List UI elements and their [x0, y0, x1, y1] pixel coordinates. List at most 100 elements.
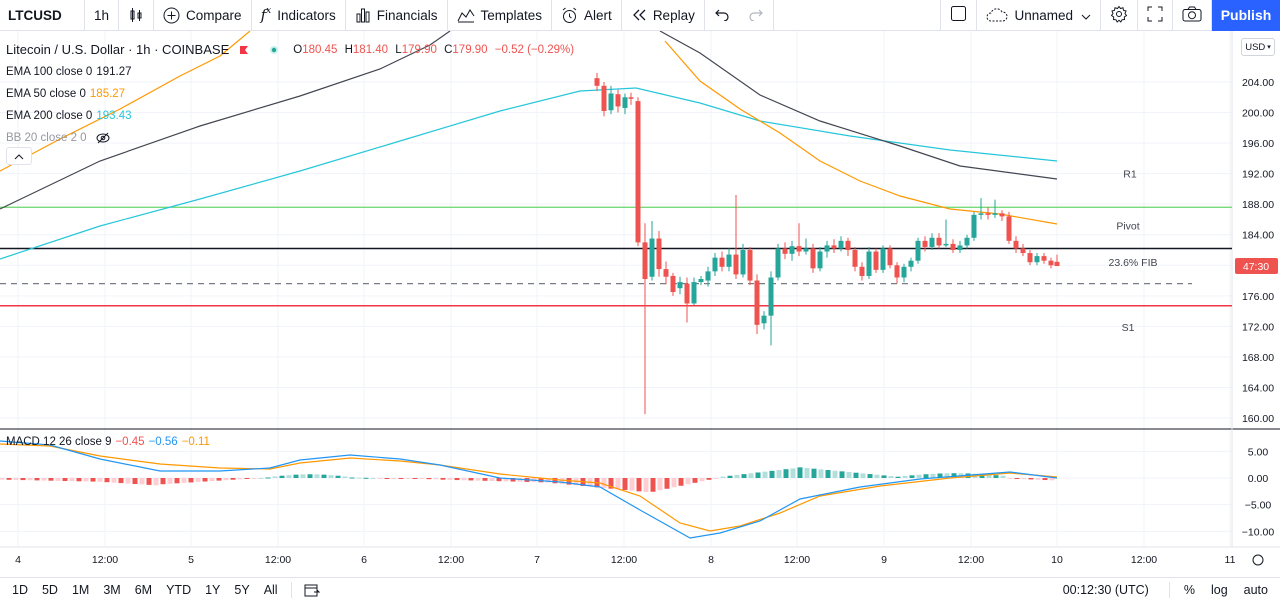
candle-body: [663, 269, 669, 277]
macd-histogram-bar: [608, 478, 614, 489]
chart-area[interactable]: 204.00 200.00 196.00 192.00 188.00 184.00 180.…: [0, 31, 1280, 573]
eye-off-icon[interactable]: [96, 132, 110, 144]
candle-body: [656, 238, 662, 270]
low-key: L: [395, 44, 402, 56]
macd-histogram-bar: [398, 478, 404, 479]
range-button-all[interactable]: All: [263, 582, 278, 597]
candle-body: [775, 248, 781, 278]
chart-canvas[interactable]: 204.00 200.00 196.00 192.00 188.00 184.00 180.…: [0, 31, 1280, 573]
range-button-3m[interactable]: 3M: [103, 582, 121, 597]
symbol-search-button[interactable]: LTCUSD: [0, 0, 85, 31]
macd-histogram-bar: [195, 478, 201, 482]
range-button-ytd[interactable]: YTD: [166, 582, 192, 597]
macd-histogram-bar: [48, 478, 54, 481]
macd-legend: MACD 12 26 close 9 −0.45 −0.56 −0.11: [6, 436, 210, 448]
date-range-icon[interactable]: [298, 583, 326, 597]
time-axis-settings-icon[interactable]: [1252, 554, 1264, 566]
ema100-value: 191.27: [96, 66, 132, 78]
range-button-6m[interactable]: 6M: [134, 582, 153, 597]
range-button-1m[interactable]: 1M: [71, 582, 90, 597]
macd-histogram-bar: [412, 478, 418, 479]
bottom-toolbar: 1D 5D 1M 3M 6M YTD 1Y 5Y All 00:12:30 (UTC) % lo…: [0, 577, 1280, 601]
candle-body: [754, 280, 760, 325]
macd-tick-label: 0.00: [1248, 473, 1269, 485]
rewind-icon: [631, 8, 647, 22]
macd-histogram-bar: [832, 470, 838, 478]
currency-select[interactable]: USD ▾: [1241, 38, 1275, 56]
macd-histogram-bar: [496, 478, 502, 482]
snapshot-button[interactable]: [1173, 0, 1212, 31]
candle-body: [594, 78, 600, 86]
financials-button[interactable]: Financials: [346, 0, 448, 31]
macd-histogram-bar: [335, 475, 341, 478]
templates-label: Templates: [480, 7, 543, 23]
macd-histogram-bar: [650, 478, 656, 492]
percent-scale-toggle[interactable]: %: [1183, 582, 1195, 597]
candle-body: [950, 243, 956, 250]
redo-button[interactable]: [739, 0, 774, 31]
alert-button[interactable]: Alert: [552, 0, 622, 31]
range-button-1y[interactable]: 1Y: [205, 582, 221, 597]
macd-histogram-bar: [300, 474, 306, 478]
templates-button[interactable]: Templates: [448, 0, 553, 31]
macd-histogram-bar: [237, 478, 243, 480]
price-tick-label: 192.00: [1242, 169, 1274, 181]
macd-histogram-bar: [342, 476, 348, 478]
candle-body: [684, 283, 690, 304]
time-tick-label: 7: [534, 554, 540, 566]
interval-button[interactable]: 1h: [85, 0, 120, 31]
macd-histogram-bar: [1049, 478, 1055, 481]
range-button-1d[interactable]: 1D: [12, 582, 28, 597]
candle-body: [845, 240, 851, 250]
undo-button[interactable]: [705, 0, 739, 31]
price-countdown-label: 47:30: [1243, 261, 1269, 273]
macd-tick-label: −5.00: [1245, 500, 1272, 512]
macd-label: MACD 12 26 close 9: [6, 436, 112, 448]
macd-signal-line: [0, 443, 1058, 532]
fullscreen-layout-button[interactable]: [940, 0, 978, 31]
macd-histogram-bar: [293, 474, 299, 478]
utc-clock[interactable]: 00:12:30 (UTC): [1062, 582, 1149, 597]
indicator-ema50[interactable]: EMA 50 close 0 185.27: [6, 83, 578, 105]
camera-icon: [1182, 6, 1202, 25]
price-tick-label: 176.00: [1242, 291, 1274, 303]
indicator-bb[interactable]: BB 20 close 2 0: [6, 127, 578, 149]
chart-type-button[interactable]: [119, 0, 155, 31]
fullscreen-button[interactable]: [1138, 0, 1173, 31]
macd-histogram-bar: [265, 477, 271, 479]
range-button-5y[interactable]: 5Y: [234, 582, 250, 597]
macd-histogram-bar: [692, 478, 698, 483]
collapse-legend-button[interactable]: [6, 147, 32, 165]
chart-legend: Litecoin / U.S. Dollar · 1h · COINBASE O…: [6, 39, 578, 149]
macd-histogram-bar: [139, 478, 145, 485]
auto-scale-toggle[interactable]: auto: [1243, 582, 1268, 597]
macd-histogram-bar: [13, 478, 19, 480]
settings-button[interactable]: [1101, 0, 1138, 31]
time-tick-label: 4: [15, 554, 21, 566]
compare-button[interactable]: Compare: [154, 0, 252, 31]
ema200-line: [0, 87, 1058, 260]
macd-histogram-bar: [202, 478, 208, 482]
macd-histogram-bar: [643, 478, 649, 493]
replay-button[interactable]: Replay: [622, 0, 705, 31]
candle-body: [992, 213, 998, 215]
log-scale-toggle[interactable]: log: [1210, 582, 1228, 597]
layout-name-label: Unnamed: [1014, 7, 1073, 23]
range-button-5d[interactable]: 5D: [41, 582, 58, 597]
macd-histogram-bar: [104, 478, 110, 483]
layout-name-button[interactable]: Unnamed: [977, 0, 1101, 31]
macd-histogram-bar: [153, 478, 159, 486]
indicator-ema200[interactable]: EMA 200 close 0 193.43: [6, 105, 578, 127]
macd-histogram-bar: [622, 478, 628, 490]
undo-icon: [714, 7, 730, 24]
macd-histogram-bar: [545, 478, 551, 483]
publish-button[interactable]: Publish: [1212, 0, 1280, 31]
macd-histogram-bar: [741, 474, 747, 478]
cloud-icon: [986, 8, 1008, 22]
macd-histogram-bar: [818, 469, 824, 478]
macd-histogram-bar: [811, 468, 817, 478]
candle-body: [712, 257, 718, 272]
indicator-ema100[interactable]: EMA 100 close 0 191.27: [6, 61, 578, 83]
macd-histogram-bar: [363, 477, 369, 479]
